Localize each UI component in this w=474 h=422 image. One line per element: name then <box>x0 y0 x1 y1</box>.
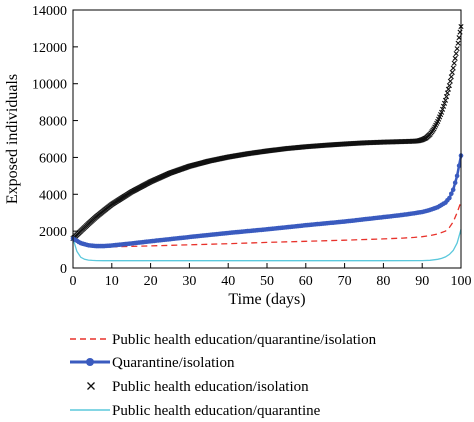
series-4 <box>72 229 462 262</box>
data-point <box>449 69 455 76</box>
x-tick-label: 90 <box>415 274 429 289</box>
legend-item-4: Public health education/quarantine <box>70 403 321 419</box>
legend-label: Public health education/isolation <box>112 379 309 395</box>
x-tick-label: 100 <box>451 274 472 289</box>
data-point <box>439 109 445 115</box>
y-tick-label: 4000 <box>39 188 67 203</box>
legend-item-1: Public health education/quarantine/isola… <box>70 332 377 348</box>
y-tick-label: 12000 <box>32 41 67 56</box>
data-point <box>452 55 458 61</box>
y-tick-label: 10000 <box>32 78 67 93</box>
y-tick-label: 8000 <box>39 115 67 130</box>
data-point <box>440 103 447 109</box>
x-tick-label: 30 <box>182 274 196 289</box>
data-point <box>441 100 448 106</box>
legend-label: Public health education/quarantine <box>112 403 321 419</box>
x-axis-title: Time (days) <box>228 291 305 308</box>
y-axis-title: Exposed individuals <box>4 74 21 204</box>
x-tick-label: 50 <box>260 274 274 289</box>
data-point <box>454 46 460 52</box>
x-tick-label: 0 <box>70 274 77 289</box>
data-point <box>453 50 459 57</box>
data-point <box>450 65 456 71</box>
data-point <box>454 173 460 179</box>
legend-item-3: Public health education/isolation <box>87 379 309 395</box>
x-tick-label: 10 <box>105 274 119 289</box>
series-line <box>72 155 463 248</box>
x-tick-label: 60 <box>299 274 313 289</box>
series-1 <box>72 201 462 248</box>
data-point <box>445 86 451 92</box>
x-axis-ticks: 0 10 20 30 40 50 60 70 80 90 100 <box>70 263 472 289</box>
data-point <box>455 40 461 46</box>
y-tick-label: 0 <box>60 262 67 277</box>
y-tick-label: 6000 <box>39 151 67 166</box>
x-tick-label: 40 <box>221 274 235 289</box>
data-point <box>450 187 456 192</box>
legend-swatch <box>87 382 95 390</box>
x-tick-label: 20 <box>144 274 158 289</box>
y-tick-label: 2000 <box>39 225 67 240</box>
data-point <box>439 106 446 112</box>
data-point <box>448 74 454 80</box>
legend-marker <box>86 358 94 366</box>
data-point <box>452 180 458 186</box>
data-point <box>457 29 463 35</box>
plot-area: 0 10 20 30 40 50 60 70 80 90 100 0 2000 4000 6000 8000… <box>32 4 472 289</box>
series-layer <box>70 23 464 262</box>
data-point <box>447 195 452 201</box>
x-tick-label: 80 <box>376 274 390 289</box>
data-point <box>451 60 457 66</box>
data-point <box>447 78 453 84</box>
legend-label: Public health education/quarantine/isola… <box>112 332 377 348</box>
series-line <box>72 201 462 248</box>
series-3 <box>70 23 464 242</box>
y-axis-ticks: 0 2000 4000 6000 8000 10000 12000 14000 <box>32 4 78 277</box>
x-tick-label: 70 <box>338 274 352 289</box>
series-2 <box>70 153 464 249</box>
data-point <box>456 163 462 168</box>
legend-item-2: Quarantine/isolation <box>70 355 235 371</box>
legend-label: Quarantine/isolation <box>112 355 235 371</box>
data-point <box>449 191 454 197</box>
data-point <box>443 94 450 100</box>
data-point <box>442 97 449 103</box>
data-point <box>446 82 452 89</box>
legend: Public health education/quarantine/isola… <box>70 332 377 419</box>
y-tick-label: 14000 <box>32 4 67 19</box>
data-point <box>444 90 451 96</box>
series-line <box>72 229 462 262</box>
